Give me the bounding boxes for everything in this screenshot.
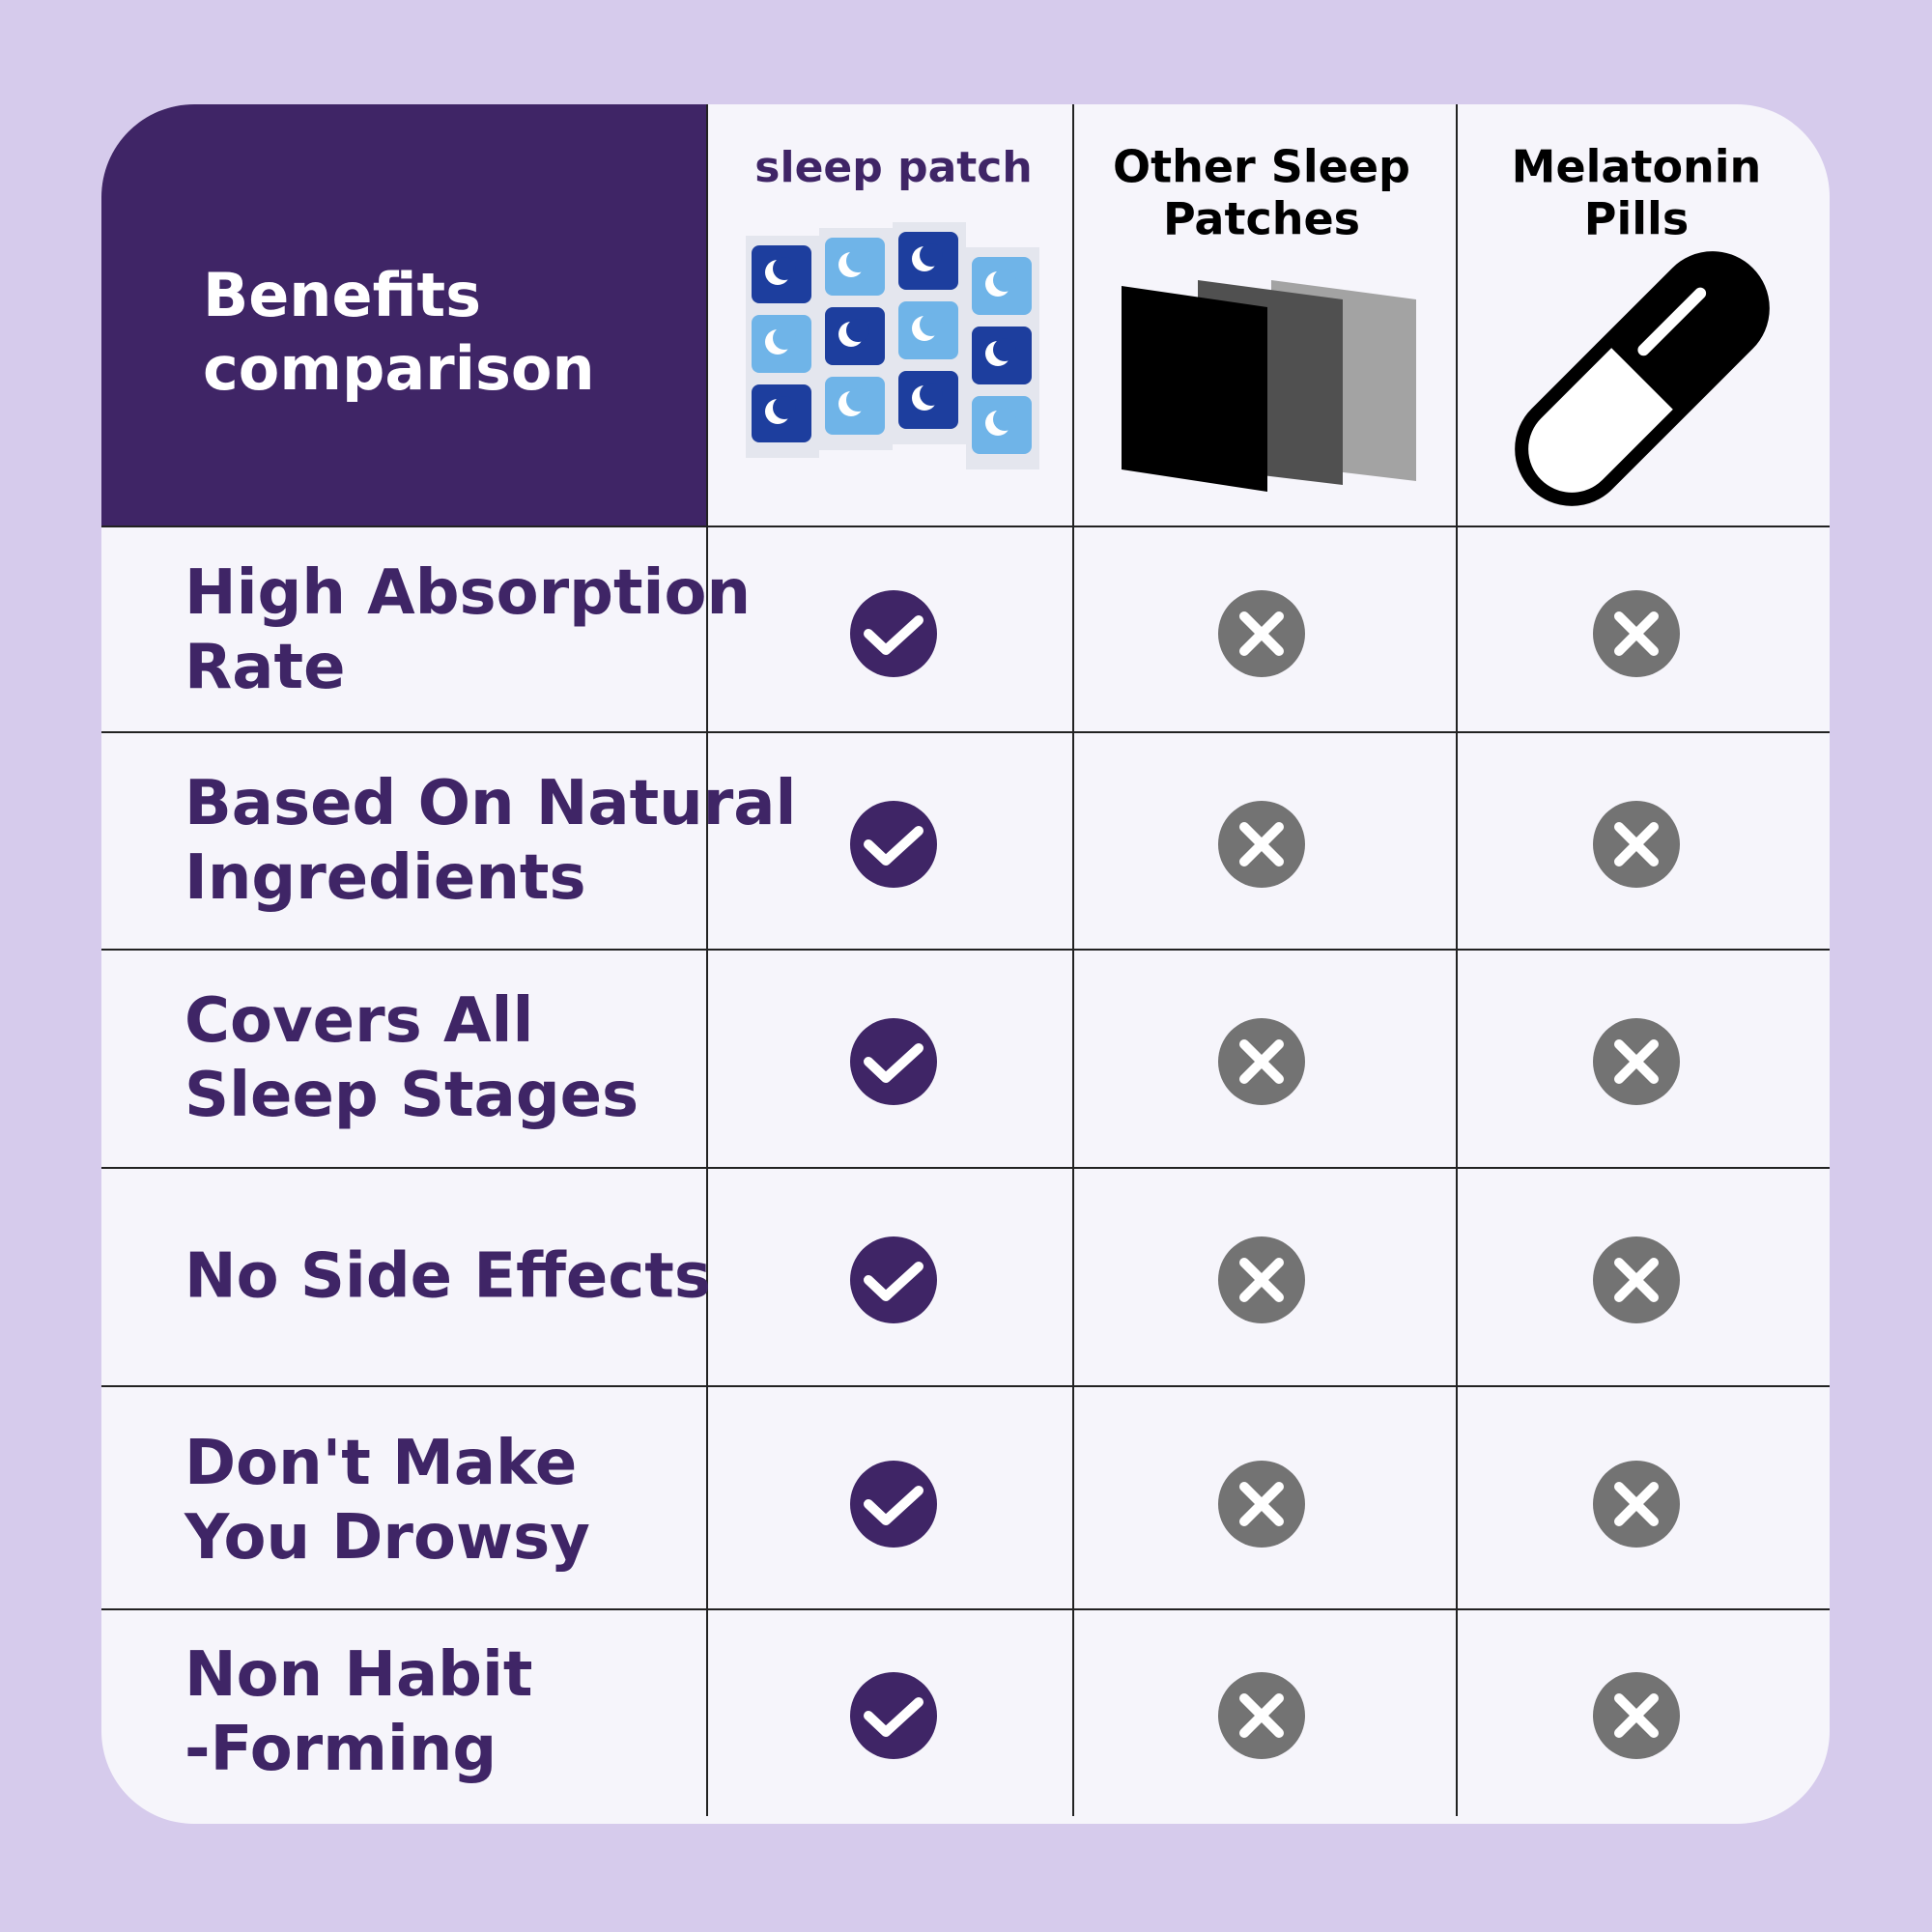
row-label: You Drowsy [184, 1502, 590, 1574]
check-icon [850, 1461, 937, 1548]
moon-cut [920, 313, 943, 336]
column-header: Melatonin [1512, 141, 1762, 193]
check-icon [850, 1018, 937, 1105]
other-patches-image [1122, 280, 1416, 492]
header-cell [101, 104, 707, 526]
check-mark [864, 826, 923, 866]
check-mark [864, 1043, 923, 1083]
check-mark [864, 1697, 923, 1737]
cross-mark [1614, 1258, 1659, 1302]
moon-cut [846, 249, 869, 272]
table-lines [101, 104, 1830, 1816]
moon-cut [993, 269, 1016, 292]
check-mark [864, 615, 923, 655]
check-mark [864, 1486, 923, 1525]
cross-mark [1239, 1039, 1284, 1084]
moon-cut [773, 257, 796, 280]
column-header: Pills [1584, 193, 1689, 245]
row-label: Non Habit [185, 1639, 532, 1711]
cross-mark [1614, 822, 1659, 867]
check-mark [864, 1262, 923, 1301]
check-icon [850, 801, 937, 888]
cross-mark [1614, 611, 1659, 656]
moon-cut [846, 319, 869, 342]
check-icon [850, 590, 937, 677]
row-label: Covers All [185, 985, 533, 1057]
column-header: sleep patch [754, 143, 1032, 192]
moon-cut [846, 388, 869, 412]
column-header: Patches [1163, 193, 1360, 245]
cross-mark [1614, 1693, 1659, 1738]
cross-mark [1614, 1039, 1659, 1084]
cross-mark [1239, 1482, 1284, 1526]
moon-cut [920, 383, 943, 406]
card-bg [101, 104, 1830, 1824]
patch-image [746, 222, 1039, 469]
row-label: -Forming [185, 1714, 497, 1785]
capsule-image [1515, 251, 1770, 506]
check-icon [850, 1236, 937, 1323]
cross-mark [1239, 611, 1284, 656]
moon-cut [920, 243, 943, 267]
row-label: Based On Natural [185, 768, 796, 839]
moon-cut [773, 396, 796, 419]
cross-mark [1614, 1482, 1659, 1526]
cross-mark [1239, 822, 1284, 867]
row-label: Ingredients [185, 842, 586, 914]
column-header: Other Sleep [1113, 141, 1410, 193]
header-title: Benefits [203, 260, 481, 330]
moon-cut [993, 408, 1016, 431]
check-icon [850, 1672, 937, 1759]
row-label: Rate [185, 632, 345, 703]
row-label: High Absorption [185, 557, 751, 629]
row-label: Don't Make [185, 1428, 577, 1499]
header-title: comparison [203, 333, 595, 404]
row-label: No Side Effects [185, 1241, 711, 1313]
cross-mark [1239, 1693, 1284, 1738]
moon-cut [773, 327, 796, 350]
row-label: Sleep Stages [185, 1060, 639, 1131]
moon-cut [993, 338, 1016, 361]
cross-mark [1239, 1258, 1284, 1302]
